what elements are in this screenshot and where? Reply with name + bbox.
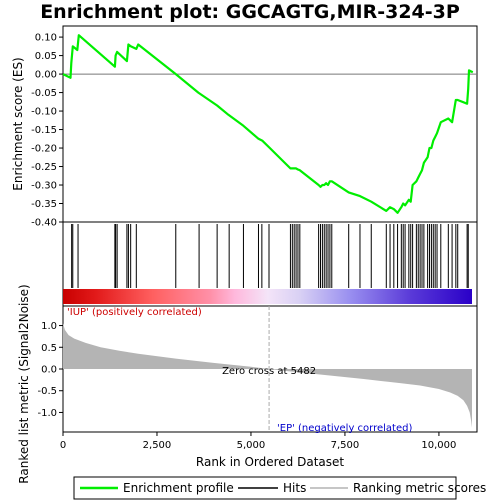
x-tick-label: 0 (60, 440, 66, 451)
metric-y-tick-label: 0.5 (41, 343, 57, 354)
x-tick-label: 2,500 (143, 440, 172, 451)
es-y-axis-label: Enrichment score (ES) (11, 57, 25, 190)
es-y-tick-label: -0.20 (31, 144, 57, 155)
es-panel-frame (62, 25, 478, 223)
ranking-metric-area (63, 323, 472, 428)
legend-hits-label: Hits (283, 481, 306, 495)
metric-y-tick-label: -0.5 (37, 386, 57, 397)
es-y-tick-label: 0.00 (35, 70, 57, 81)
negative-correlation-label: 'EP' (negatively correlated) (277, 423, 412, 434)
rank-x-axis: 0 2,500 5,000 7,500 10,000 (60, 432, 456, 451)
metric-y-axis-label: Ranked list metric (Signal2Noise) (17, 284, 31, 483)
zero-cross-label: Zero cross at 5482 (222, 366, 316, 377)
positive-correlation-label: 'IUP' (positively correlated) (67, 307, 202, 318)
legend: Enrichment profile Hits Ranking metric s… (73, 476, 486, 500)
x-axis-label: Rank in Ordered Dataset (196, 455, 344, 469)
x-tick-label: 5,000 (237, 440, 266, 451)
metric-y-tick-label: -1.0 (37, 408, 57, 419)
es-y-tick-label: -0.40 (31, 218, 57, 229)
chart-title: Enrichment plot: GGCAGTG,MIR-324-3P (40, 1, 460, 23)
es-y-tick-label: 0.05 (35, 51, 57, 62)
es-y-tick-label: 0.10 (35, 33, 57, 44)
hit-marks (71, 224, 469, 288)
es-y-axis: 0.10 0.05 0.00 -0.05 -0.10 -0.15 -0.20 -0.25 -0.… (31, 33, 63, 229)
metric-y-axis: 1.0 0.5 0.0 -0.5 -1.0 (37, 321, 63, 419)
x-tick-label: 7,500 (331, 440, 360, 451)
es-y-tick-label: -0.15 (31, 125, 57, 136)
legend-metric-label: Ranking metric scores (353, 481, 486, 495)
es-y-tick-label: -0.05 (31, 88, 57, 99)
es-y-tick-label: -0.25 (31, 162, 57, 173)
es-y-tick-label: -0.35 (31, 199, 57, 210)
ranked-list-color-bar (63, 289, 472, 304)
legend-enrichment-label: Enrichment profile (123, 481, 234, 495)
enrichment-profile-line (62, 34, 474, 214)
metric-y-tick-label: 0.0 (41, 365, 57, 376)
es-y-tick-label: -0.30 (31, 181, 57, 192)
es-y-tick-label: -0.10 (31, 107, 57, 118)
x-tick-label: 10,000 (421, 440, 456, 451)
metric-y-tick-label: 1.0 (41, 321, 57, 332)
